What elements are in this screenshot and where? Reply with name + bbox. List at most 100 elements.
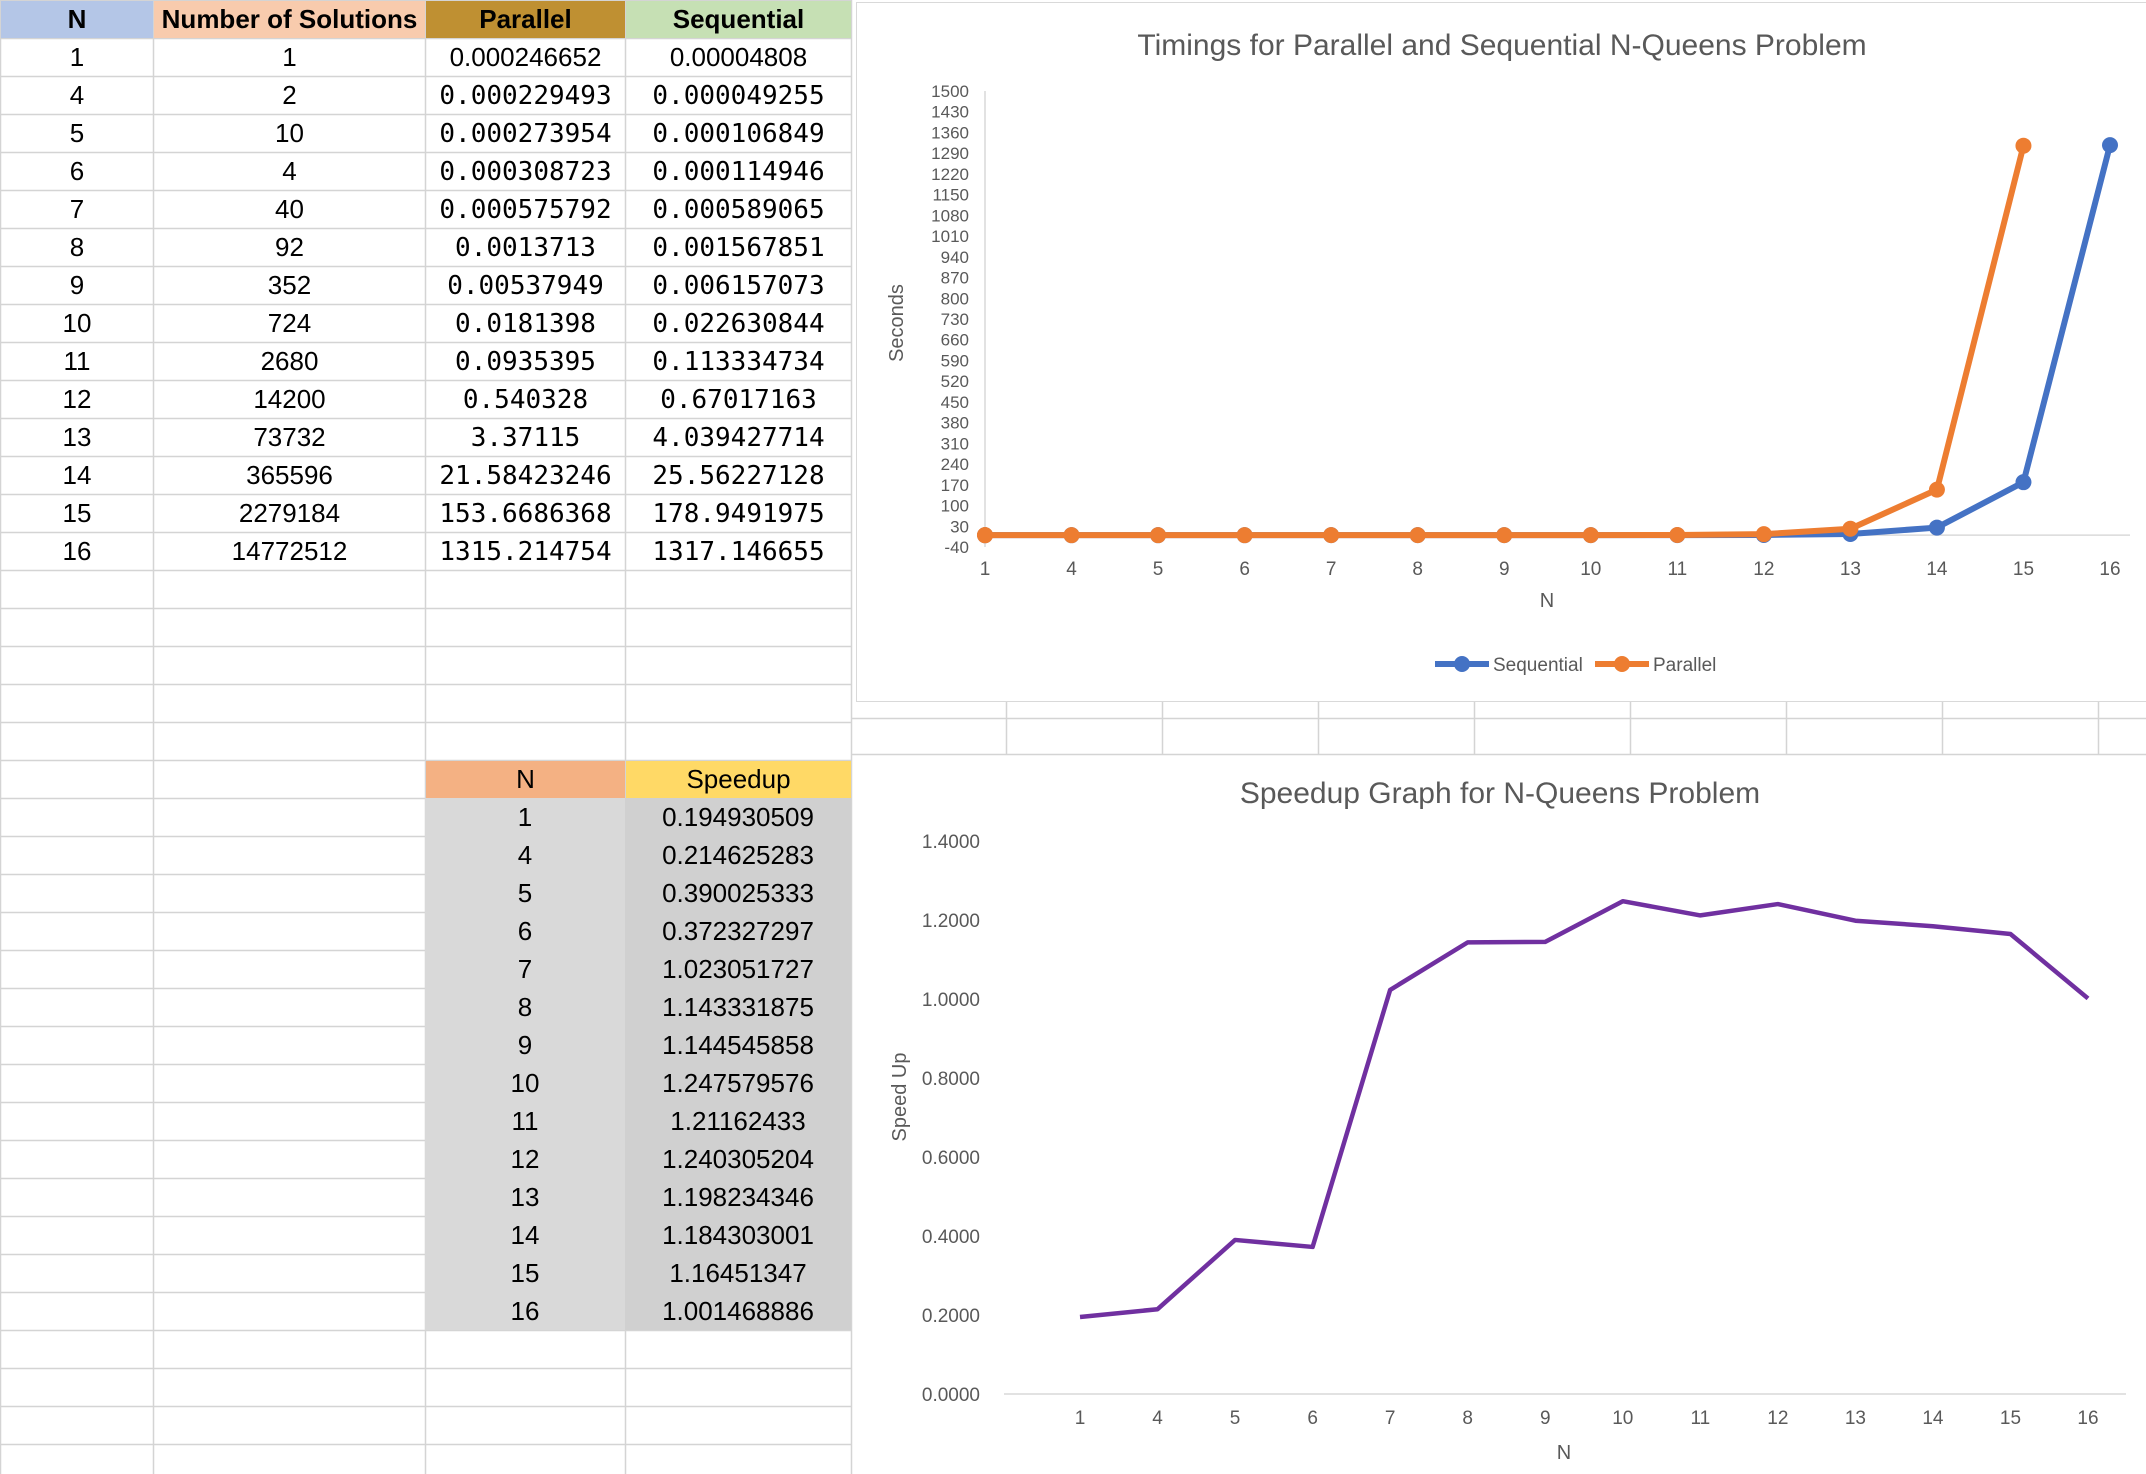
table-cell[interactable]: 1 [69, 42, 85, 72]
table-cell[interactable]: 0.000229493 [439, 80, 612, 111]
table-cell[interactable]: 10 [275, 118, 304, 148]
table-cell[interactable]: 8 [69, 232, 85, 262]
x-tick-label: 8 [1412, 559, 1423, 580]
table-cell[interactable]: 0.001567851 [652, 232, 825, 263]
speedup-n-cell[interactable]: 4 [425, 836, 625, 874]
speedup-n-cell[interactable]: 5 [425, 874, 625, 912]
speedup-n-cell[interactable]: 8 [425, 988, 625, 1026]
table-cell[interactable]: 153.6686368 [439, 498, 612, 529]
table-cell[interactable]: 15 [62, 498, 92, 528]
table-cell[interactable]: 4.039427714 [652, 422, 825, 453]
speedup-chart[interactable]: Speedup Graph for N-Queens Problem 1.4000… [854, 757, 2146, 1474]
table-cell[interactable]: 73732 [253, 422, 326, 452]
table-cell[interactable]: 178.9491975 [652, 498, 825, 529]
table-cell[interactable]: 0.113334734 [652, 346, 825, 377]
speedup-value-cell[interactable]: 0.194930509 [625, 798, 851, 836]
table-cell[interactable]: 21.58423246 [439, 460, 612, 491]
speedup-header-value[interactable]: Speedup [626, 761, 851, 798]
speedup-value-cell[interactable]: 0.372327297 [625, 912, 851, 950]
table-cell[interactable]: 7 [69, 194, 85, 224]
table-cell[interactable]: 12 [62, 384, 92, 414]
speedup-n-cell[interactable]: 11 [425, 1102, 625, 1140]
table-cell[interactable]: 10 [62, 308, 92, 338]
table-cell[interactable]: 724 [267, 308, 312, 338]
speedup-value-cell[interactable]: 1.184303001 [625, 1216, 851, 1254]
table-cell[interactable]: 0.000273954 [439, 118, 612, 149]
table-cell[interactable]: 14200 [253, 384, 326, 414]
table-cell[interactable]: 4 [69, 80, 85, 110]
table-cell[interactable]: 92 [275, 232, 304, 262]
y-tick-label: 1430 [931, 103, 969, 122]
table-cell[interactable]: 365596 [246, 460, 333, 490]
speedup-value-cell[interactable]: 1.16451347 [625, 1254, 851, 1292]
table-cell[interactable]: 25.56227128 [652, 460, 825, 491]
table-cell[interactable]: 0.00004808 [669, 42, 808, 72]
table-cell[interactable]: 1 [282, 42, 297, 72]
speedup-n-cell[interactable]: 12 [425, 1140, 625, 1178]
speedup-value-cell[interactable]: 1.144545858 [625, 1026, 851, 1064]
table-cell[interactable]: 2279184 [238, 498, 341, 528]
speedup-value-cell[interactable]: 1.023051727 [625, 950, 851, 988]
speedup-n-cell[interactable]: 7 [425, 950, 625, 988]
table-cell[interactable]: 0.0181398 [455, 308, 596, 339]
table-cell[interactable]: 2680 [260, 346, 319, 376]
speedup-value-cell[interactable]: 0.214625283 [625, 836, 851, 874]
table-cell[interactable]: 0.000575792 [439, 194, 612, 225]
speedup-value-cell[interactable]: 1.198234346 [625, 1178, 851, 1216]
table-cell[interactable]: 352 [267, 270, 312, 300]
table-cell[interactable]: 0.000049255 [652, 80, 825, 111]
x-tick-label: 12 [1767, 1408, 1788, 1429]
speedup-value-cell[interactable]: 1.21162433 [625, 1102, 851, 1140]
table-cell[interactable]: 0.540328 [462, 384, 589, 415]
table-cell[interactable]: 4 [282, 156, 297, 186]
header-solutions[interactable]: Number of Solutions [154, 1, 425, 38]
speedup-n-cell[interactable]: 14 [425, 1216, 625, 1254]
timings-chart[interactable]: Timings for Parallel and Sequential N-Qu… [856, 2, 2146, 702]
table-cell[interactable]: 14772512 [231, 536, 348, 566]
table-cell[interactable]: 16 [62, 536, 92, 566]
speedup-value-cell[interactable]: 1.240305204 [625, 1140, 851, 1178]
table-cell[interactable]: 0.000246652 [449, 42, 602, 72]
table-cell[interactable]: 13 [62, 422, 92, 452]
y-tick-label: 870 [941, 269, 969, 288]
speedup-n-cell[interactable]: 1 [425, 798, 625, 836]
header-parallel[interactable]: Parallel [426, 1, 625, 38]
table-cell[interactable]: 0.000106849 [652, 118, 825, 149]
y-tick-label: 380 [941, 414, 969, 433]
table-cell[interactable]: 0.000114946 [652, 156, 825, 187]
table-cell[interactable]: 9 [69, 270, 85, 300]
table-cell[interactable]: 0.00537949 [447, 270, 604, 301]
table-cell[interactable]: 11 [63, 346, 91, 376]
table-cell[interactable]: 2 [282, 80, 297, 110]
speedup-n-cell[interactable]: 6 [425, 912, 625, 950]
table-cell[interactable]: 0.67017163 [660, 384, 817, 415]
table-cell[interactable]: 0.022630844 [652, 308, 825, 339]
speedup-n-cell[interactable]: 13 [425, 1178, 625, 1216]
speedup-n-cell[interactable]: 15 [425, 1254, 625, 1292]
table-cell[interactable]: 3.37115 [470, 422, 581, 453]
speedup-n-cell[interactable]: 10 [425, 1064, 625, 1102]
table-cell[interactable]: 0.006157073 [652, 270, 825, 301]
speedup-value-cell[interactable]: 1.247579576 [625, 1064, 851, 1102]
speedup-header-n[interactable]: N [426, 761, 625, 798]
speedup-value-cell[interactable]: 1.001468886 [625, 1292, 851, 1330]
y-tick-label: 1.4000 [922, 832, 980, 853]
speedup-n-cell[interactable]: 9 [425, 1026, 625, 1064]
table-cell[interactable]: 0.000589065 [652, 194, 825, 225]
table-cell[interactable]: 5 [69, 118, 85, 148]
table-cell[interactable]: 0.000308723 [439, 156, 612, 187]
table-cell[interactable]: 0.0013713 [455, 232, 596, 263]
speedup-n-cell[interactable]: 16 [425, 1292, 625, 1330]
y-tick-label: 940 [941, 248, 969, 267]
table-cell[interactable]: 40 [275, 194, 304, 224]
table-cell[interactable]: 14 [62, 460, 92, 490]
table-cell[interactable]: 1317.146655 [652, 536, 825, 567]
speedup-value-cell[interactable]: 0.390025333 [625, 874, 851, 912]
speedup-value-cell[interactable]: 1.143331875 [625, 988, 851, 1026]
header-n[interactable]: N [1, 1, 153, 38]
table-cell[interactable]: 0.0935395 [455, 346, 596, 377]
x-tick-label: 9 [1540, 1408, 1551, 1429]
table-cell[interactable]: 1315.214754 [439, 536, 612, 567]
table-cell[interactable]: 6 [69, 156, 85, 186]
header-sequential[interactable]: Sequential [626, 1, 851, 38]
